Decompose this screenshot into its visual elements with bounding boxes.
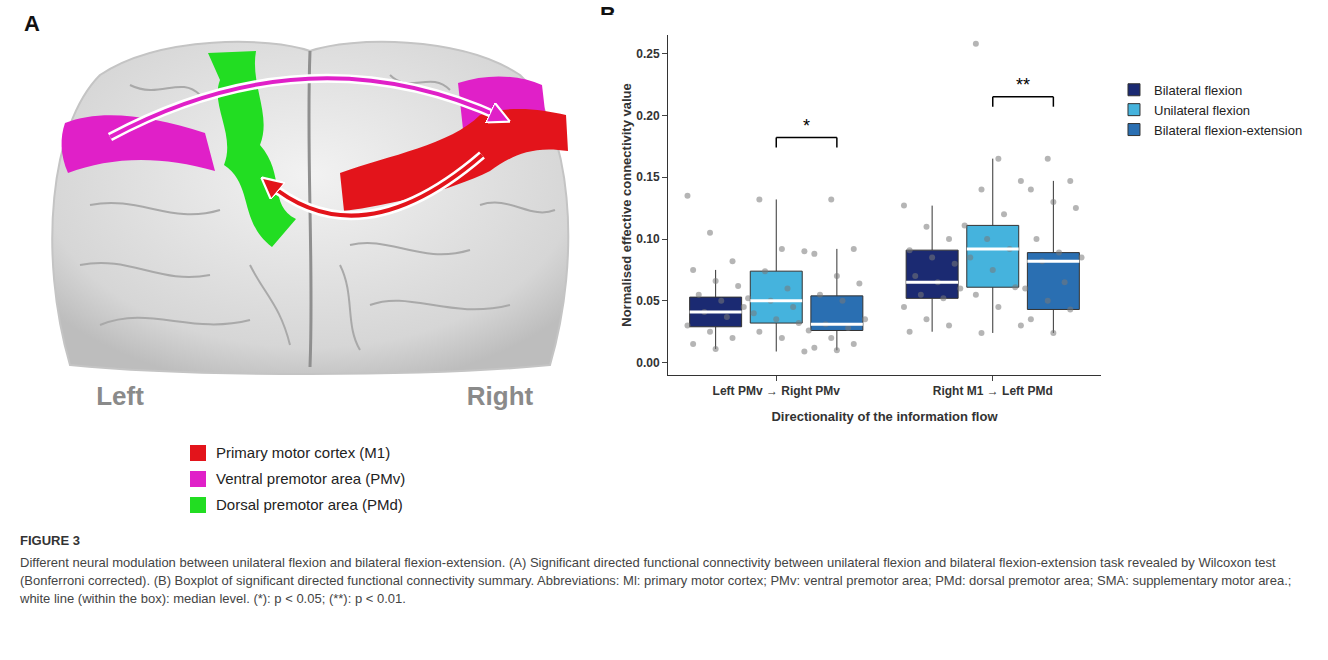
html-text:FIGURE 3: FIGURE 3 (20, 533, 80, 548)
svg-text:0.25: 0.25 (636, 47, 660, 61)
svg-text:0.00: 0.00 (636, 356, 660, 370)
svg-text:**: ** (1016, 75, 1030, 95)
svg-text:*: * (803, 116, 810, 136)
svg-text:0.10: 0.10 (636, 232, 660, 246)
svg-text:Right: Right (467, 381, 534, 411)
svg-text:Normalised effective connectiv: Normalised effective connectivity value (619, 83, 634, 326)
svg-text:Unilateral flexion: Unilateral flexion (1154, 103, 1250, 118)
svg-text:0.05: 0.05 (636, 294, 660, 308)
svg-text:Directionality of the informat: Directionality of the information flow (771, 409, 998, 424)
html-text:Different neural modulation be: Different neural modulation between unil… (20, 555, 1292, 606)
html-text:B: B (600, 2, 616, 27)
svg-text:A: A (24, 11, 40, 36)
svg-text:Left: Left (96, 381, 144, 411)
svg-text:Bilateral flexion: Bilateral flexion (1154, 83, 1242, 98)
svg-text:Right M1 → Left PMd: Right M1 → Left PMd (933, 384, 1053, 398)
svg-text:Ventral premotor area (PMv): Ventral premotor area (PMv) (216, 470, 405, 487)
svg-text:Bilateral flexion-extension: Bilateral flexion-extension (1154, 123, 1302, 138)
svg-text:0.20: 0.20 (636, 109, 660, 123)
svg-text:Dorsal premotor area (PMd): Dorsal premotor area (PMd) (216, 496, 403, 513)
svg-text:0.15: 0.15 (636, 170, 660, 184)
svg-text:Left PMv → Right PMv: Left PMv → Right PMv (713, 384, 841, 398)
svg-text:Primary motor cortex (M1): Primary motor cortex (M1) (216, 444, 390, 461)
